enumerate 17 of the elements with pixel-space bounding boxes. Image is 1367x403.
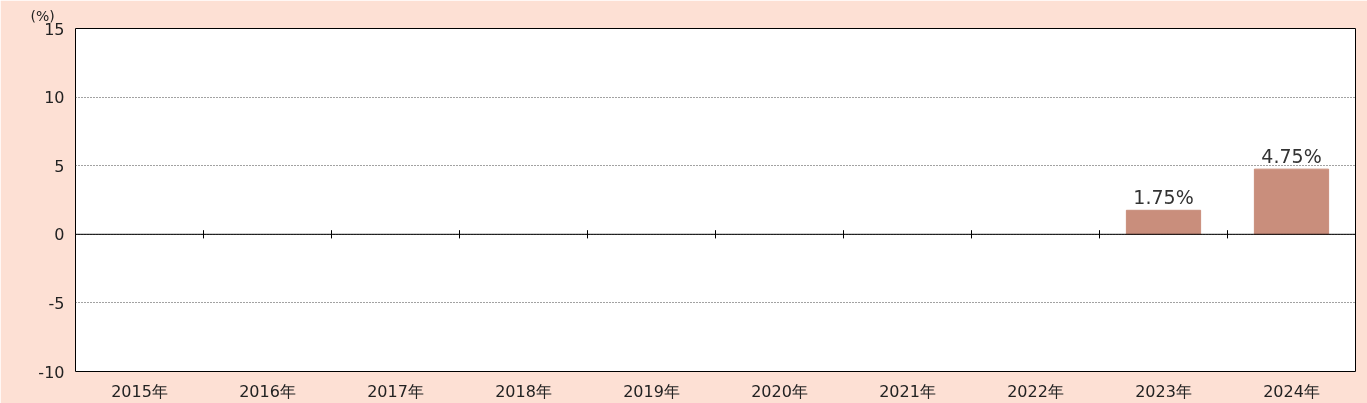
x-tick-label: 2015年 [111, 381, 168, 401]
y-tick-label: 0 [54, 225, 65, 245]
x-tick-label: 2018年 [495, 381, 552, 401]
x-tick-label: 2022年 [1007, 381, 1064, 401]
x-tick-label: 2024年 [1263, 381, 1320, 401]
x-tick-label: 2020年 [751, 381, 808, 401]
y-tick-label: -10 [38, 362, 65, 382]
x-tick-label: 2023年 [1135, 381, 1192, 401]
y-tick-label: 10 [44, 88, 65, 108]
data-label: 1.75% [1133, 186, 1194, 209]
x-tick-label: 2016年 [239, 381, 296, 401]
x-tick-label: 2017年 [367, 381, 424, 401]
y-tick-label: 5 [54, 156, 65, 176]
data-label: 4.75% [1261, 145, 1322, 168]
x-tick-label: 2021年 [879, 381, 936, 401]
y-tick-label: -5 [48, 293, 65, 313]
x-tick-label: 2019年 [623, 381, 680, 401]
